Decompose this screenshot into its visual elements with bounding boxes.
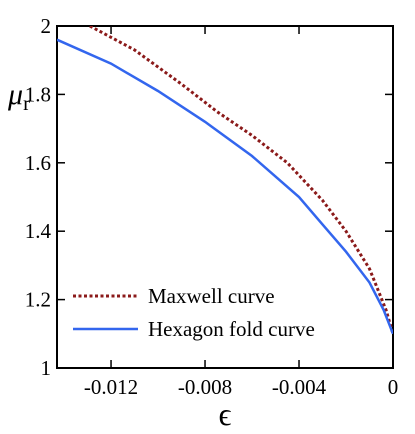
y-tick-label-3: 1.6 xyxy=(25,151,51,175)
x-axis-label: ϵ xyxy=(219,396,232,432)
series-line-1 xyxy=(57,38,393,335)
y-axis-label: μr xyxy=(7,78,30,115)
legend-label-maxwell: Maxwell curve xyxy=(148,284,275,308)
plot-frame xyxy=(56,25,394,369)
x-tick-label-2: -0.004 xyxy=(272,375,327,399)
x-tick-label-0: -0.012 xyxy=(84,375,138,399)
y-tick-label-2: 1.4 xyxy=(25,219,52,243)
series-line-0 xyxy=(89,26,393,335)
y-axis-label-subscript: r xyxy=(23,91,30,115)
y-tick-label-4: 1.8 xyxy=(25,82,51,106)
x-tick-label-3: 0 xyxy=(388,375,399,399)
legend-label-hexagon-fold: Hexagon fold curve xyxy=(148,317,315,341)
y-tick-label-5: 2 xyxy=(41,14,52,38)
y-tick-label-0: 1 xyxy=(41,356,52,380)
x-tick-label-1: -0.008 xyxy=(178,375,232,399)
series-group xyxy=(57,26,393,335)
axis-ticks xyxy=(57,25,394,369)
legend: Maxwell curve Hexagon fold curve xyxy=(73,284,315,341)
y-tick-label-1: 1.2 xyxy=(25,288,51,312)
axis-tick-labels: -0.012 -0.008 -0.004 0 1 1.2 1.4 1.6 1.8 2 xyxy=(25,14,399,399)
